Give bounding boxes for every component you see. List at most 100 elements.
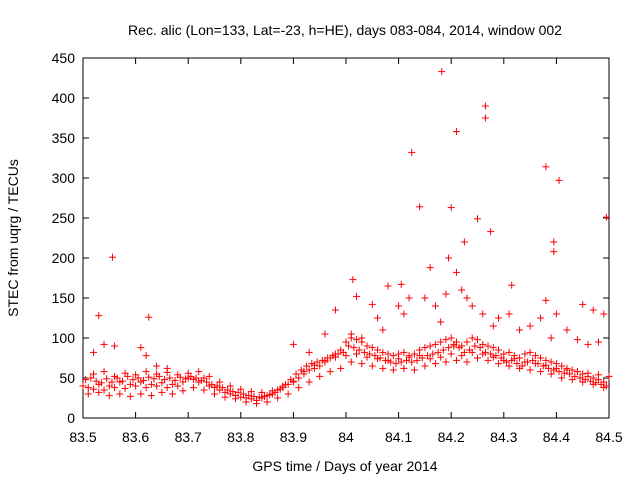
data-point xyxy=(321,330,329,338)
data-point xyxy=(242,398,250,406)
y-tick-label: 400 xyxy=(52,90,76,106)
data-point xyxy=(374,314,382,322)
data-point xyxy=(274,394,282,402)
data-point xyxy=(139,376,147,384)
data-point xyxy=(479,310,487,318)
data-point xyxy=(168,380,176,388)
data-point xyxy=(289,340,297,348)
data-point xyxy=(147,392,155,400)
data-point xyxy=(213,382,221,390)
data-point xyxy=(342,338,350,346)
data-point xyxy=(573,336,581,344)
data-point xyxy=(232,395,240,403)
data-point xyxy=(100,386,108,394)
data-point xyxy=(458,352,466,360)
data-point xyxy=(347,358,355,366)
data-point xyxy=(345,342,353,350)
data-point xyxy=(447,350,455,358)
data-point xyxy=(568,376,576,384)
data-point xyxy=(347,330,355,338)
data-point xyxy=(573,368,581,376)
data-point xyxy=(349,276,357,284)
data-point xyxy=(360,348,368,356)
data-point xyxy=(392,360,400,368)
data-point xyxy=(82,376,90,384)
data-point xyxy=(90,370,98,378)
data-point xyxy=(479,350,487,358)
data-point xyxy=(426,264,434,272)
data-point xyxy=(289,377,297,385)
data-point xyxy=(111,342,119,350)
data-point xyxy=(321,356,329,364)
data-point xyxy=(500,350,508,358)
data-point xyxy=(594,338,602,346)
data-point xyxy=(426,355,434,363)
data-point xyxy=(481,114,489,122)
data-point xyxy=(142,352,150,360)
data-point xyxy=(505,310,513,318)
data-point xyxy=(447,334,455,342)
data-point xyxy=(111,372,119,380)
data-point xyxy=(161,376,169,384)
data-point xyxy=(421,344,429,352)
data-point xyxy=(400,310,408,318)
data-point xyxy=(510,355,518,363)
data-point xyxy=(79,382,87,390)
data-point xyxy=(197,376,205,384)
data-point xyxy=(226,382,234,390)
data-point xyxy=(431,360,439,368)
data-point xyxy=(179,387,187,395)
data-point xyxy=(379,364,387,372)
data-point xyxy=(216,378,224,386)
data-point xyxy=(292,370,300,378)
data-point xyxy=(487,228,495,236)
data-point xyxy=(374,355,382,363)
data-point xyxy=(305,366,313,374)
data-point xyxy=(379,348,387,356)
x-tick-label: 84.4 xyxy=(543,429,570,445)
x-tick-label: 83.7 xyxy=(175,429,202,445)
data-point xyxy=(455,344,463,352)
data-point xyxy=(129,376,137,384)
data-point xyxy=(500,356,508,364)
data-point xyxy=(421,294,429,302)
data-point xyxy=(589,380,597,388)
data-point xyxy=(437,353,445,361)
y-axis: 0 50 100 150 200 250 300 350 400 450 xyxy=(52,50,609,426)
data-point xyxy=(389,366,397,374)
data-point xyxy=(368,300,376,308)
data-point xyxy=(229,388,237,396)
data-point xyxy=(547,358,555,366)
data-point xyxy=(100,368,108,376)
data-point xyxy=(305,348,313,356)
data-point xyxy=(363,342,371,350)
data-point xyxy=(400,364,408,372)
data-point xyxy=(416,352,424,360)
data-point xyxy=(558,374,566,382)
data-point xyxy=(163,384,171,392)
data-point xyxy=(147,380,155,388)
data-point xyxy=(95,312,103,320)
data-point xyxy=(255,393,263,401)
data-point xyxy=(442,358,450,366)
data-point xyxy=(337,364,345,372)
data-point xyxy=(463,338,471,346)
data-point xyxy=(550,238,558,246)
data-point xyxy=(537,354,545,362)
data-point xyxy=(413,356,421,364)
data-point xyxy=(195,368,203,376)
data-point xyxy=(168,390,176,398)
data-point xyxy=(132,371,140,379)
data-point xyxy=(516,326,524,334)
data-point xyxy=(410,366,418,374)
data-point xyxy=(174,382,182,390)
data-point xyxy=(405,294,413,302)
y-tick-label: 100 xyxy=(52,330,76,346)
data-point xyxy=(358,360,366,368)
data-point xyxy=(460,238,468,246)
data-point xyxy=(153,382,161,390)
data-point xyxy=(584,369,592,377)
data-point xyxy=(531,360,539,368)
data-point xyxy=(452,268,460,276)
